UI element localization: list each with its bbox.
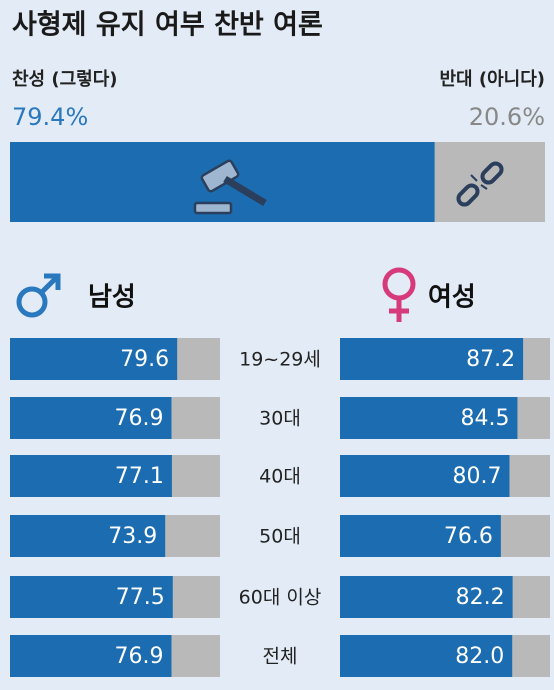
value-label: 73.9 [108,524,157,549]
series-name: 남성 [88,283,136,313]
category-label: 50대 [259,526,301,548]
chain-icon [456,161,504,207]
bar [340,576,513,618]
value-label: 76.9 [115,406,164,431]
bar [10,455,172,497]
bar [10,515,166,557]
bar [340,635,513,677]
series-name: 여성 [428,283,476,313]
value-label: 79.6 [120,347,169,372]
bar [10,397,172,439]
value-label: 76.9 [115,644,164,669]
category-label: 40대 [259,466,301,488]
category-label: 60대 이상 [239,587,322,609]
bar [10,338,178,380]
value-label: 82.0 [455,644,504,669]
value-label: 77.1 [115,464,164,489]
gavel-icon [193,159,267,215]
bar [340,455,510,497]
bar [10,635,172,677]
category-label: 전체 [263,646,298,668]
bar [340,338,524,380]
value-label: 77.5 [116,585,165,610]
male-icon [16,273,61,318]
bar [340,515,501,557]
value-label: 84.5 [460,406,509,431]
value-label: 82.2 [456,585,505,610]
bar [340,397,518,439]
category-label: 30대 [259,408,301,430]
value-label: 87.2 [466,347,515,372]
female-icon [382,267,416,322]
summary-value: 79.4% [12,103,88,131]
value-label: 80.7 [452,464,501,489]
chart-title: 사형제 유지 여부 찬반 여론 [12,10,323,41]
summary-label: 반대 (아니다) [439,69,545,90]
category-label: 19~29세 [239,349,321,371]
value-label: 76.6 [444,524,493,549]
summary-label: 찬성 (그렇다) [12,69,118,90]
summary-value: 20.6% [469,103,545,131]
bar [10,576,173,618]
